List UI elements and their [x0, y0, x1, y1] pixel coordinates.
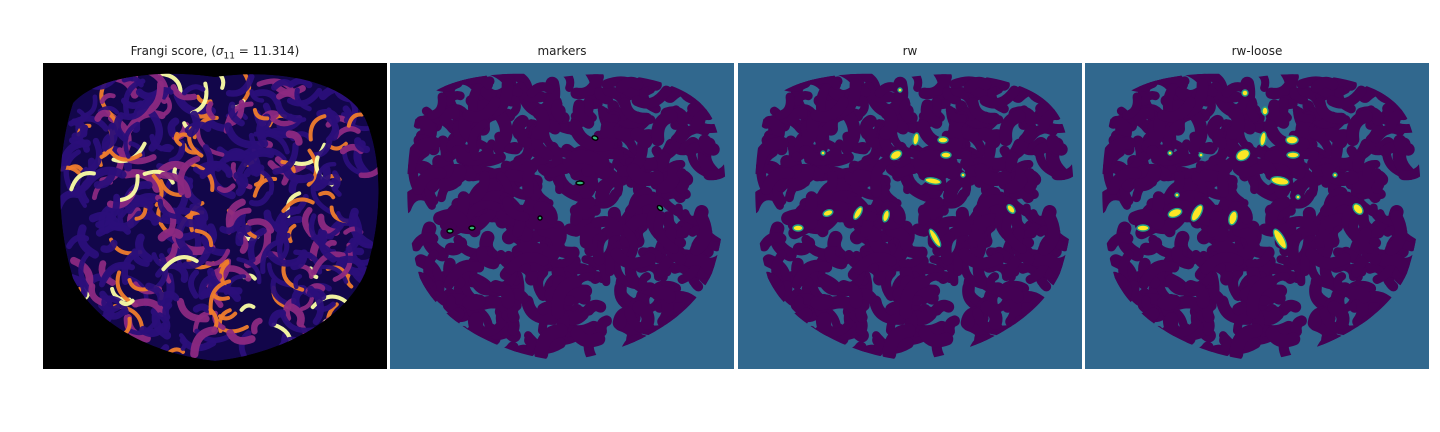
rw-loose-label-blob: [1167, 150, 1173, 156]
mask-region: [755, 73, 1074, 361]
rw-loose-label-blob: [1261, 106, 1269, 116]
rw-label-blob: [820, 150, 826, 156]
rw-loose-label-blob: [1295, 194, 1301, 200]
marker-blob: [537, 215, 543, 221]
frangi-score-canvas: [43, 63, 387, 369]
rw-loose-label-blob: [1241, 89, 1249, 97]
rw-label-blob: [852, 206, 864, 220]
rw-loose-label-blob: [1332, 172, 1338, 178]
rw-image: [738, 63, 1082, 369]
rw-loose-label-blob: [1198, 152, 1204, 158]
rw-loose-label-blob: [1259, 131, 1267, 147]
rw-label-blob: [960, 172, 966, 178]
frangi-score-image: [43, 63, 387, 369]
rw-loose-label-blob: [1286, 151, 1300, 159]
marker-blob: [468, 225, 476, 231]
marker-blob: [591, 135, 599, 141]
markers-panel-title: markers: [537, 44, 587, 58]
marker-blob: [575, 180, 585, 186]
rw-loose-label-blob: [1235, 148, 1251, 162]
rw-loose-label-blob: [1228, 210, 1238, 226]
rw-loose-image: [1085, 63, 1429, 369]
rw-label-blob: [822, 209, 834, 217]
rw-panel-title: rw: [902, 44, 918, 58]
rw-label-blob: [937, 136, 949, 144]
markers-canvas: [390, 63, 734, 369]
frangi-title-symbol: σ: [215, 44, 224, 58]
rw-loose-label-blob: [1167, 207, 1183, 219]
rw-loose-panel-title: rw-loose: [1231, 44, 1283, 58]
frangi-title-suffix: = 11.314): [234, 44, 300, 58]
rw-loose-label-blob: [1174, 192, 1180, 198]
frangi-title-subscript: 11: [223, 51, 235, 62]
rw-label-blob: [924, 177, 942, 185]
rw-loose-label-blob: [1272, 228, 1288, 250]
rw-label-blob: [1006, 204, 1016, 214]
rw-label-blob: [912, 132, 920, 146]
rw-loose-label-blob: [1190, 204, 1204, 222]
rw-loose-canvas: [1085, 63, 1429, 369]
frangi-panel-title: Frangi score, (σ11 = 11.314): [43, 44, 387, 61]
marker-blob: [656, 204, 664, 212]
rw-label-blob: [928, 228, 942, 248]
rw-label-blob: [792, 224, 804, 232]
rw-label-blob: [889, 149, 903, 161]
rw-label-blob: [882, 209, 890, 223]
rw-canvas: [738, 63, 1082, 369]
rw-loose-label-blob: [1270, 176, 1290, 186]
markers-image: [390, 63, 734, 369]
rw-loose-label-blob: [1352, 203, 1364, 215]
rw-loose-label-blob: [1285, 135, 1299, 145]
rw-label-blob: [940, 151, 952, 159]
rw-loose-label-blob: [1136, 224, 1150, 232]
rw-label-blob: [897, 87, 903, 93]
frangi-title-prefix: Frangi score, (: [130, 44, 216, 58]
marker-blob: [446, 228, 454, 234]
